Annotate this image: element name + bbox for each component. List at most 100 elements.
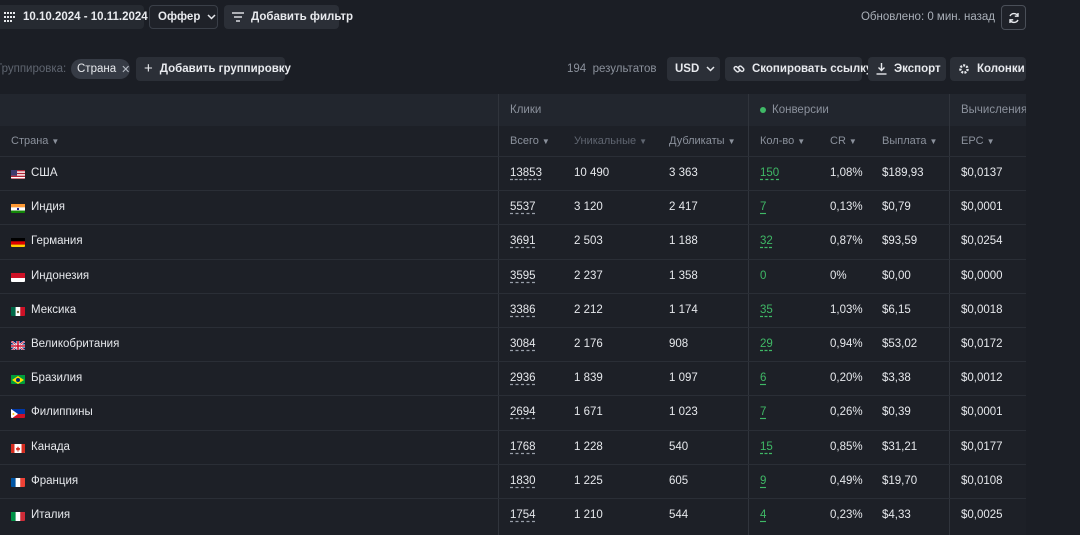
- clicks-duplicates-cell: 1 358: [669, 269, 698, 282]
- clicks-unique-cell: 2 237: [574, 269, 603, 282]
- table-row[interactable]: Германия 3691 2 503 1 188 32 0,87% $93,5…: [0, 224, 1026, 259]
- column-header-label: Уникальные: [574, 135, 637, 147]
- epc-cell: $0,0018: [961, 303, 1003, 316]
- conversions-count-link[interactable]: 32: [760, 235, 773, 248]
- add-grouping-button[interactable]: + Добавить группировку: [136, 57, 291, 81]
- clicks-total-link[interactable]: 5537: [510, 201, 536, 214]
- column-header-label: Дубликаты: [669, 135, 725, 147]
- columns-button[interactable]: Колонки: [950, 57, 1026, 81]
- filter-icon: [232, 12, 244, 22]
- clicks-total-link[interactable]: 3084: [510, 338, 536, 350]
- epc-cell: $0,0108: [961, 474, 1003, 487]
- conversions-count-link[interactable]: 35: [760, 303, 773, 316]
- table-row[interactable]: Индонезия 3595 2 237 1 358 0 0% $0,00 $0…: [0, 258, 1026, 294]
- sort-caret-icon: ▼: [848, 137, 857, 146]
- status-dot-icon: [760, 107, 766, 113]
- clicks-total-link[interactable]: 2936: [510, 372, 536, 385]
- close-icon[interactable]: ✕: [121, 63, 131, 76]
- chevron-down-icon: [207, 14, 216, 20]
- table-row[interactable]: Великобритания 3084 2 176 908 29 0,94% $…: [0, 327, 1026, 362]
- cr-cell: 0,23%: [830, 509, 863, 521]
- epc-cell: $0,0254: [961, 235, 1003, 248]
- clicks-total-link[interactable]: 3691: [510, 235, 536, 248]
- column-header-duplicates[interactable]: Дубликаты ▼: [669, 135, 735, 147]
- conversions-count-link[interactable]: 150: [760, 167, 780, 179]
- column-header-payout[interactable]: Выплата ▼: [882, 135, 937, 147]
- header-group-calcs: Вычисления: [950, 94, 1026, 126]
- column-header-count[interactable]: Кол-во ▼: [760, 135, 805, 147]
- conversions-count-link[interactable]: 4: [760, 509, 767, 521]
- column-header-cr[interactable]: CR ▼: [830, 135, 857, 147]
- conversions-count-link[interactable]: 7: [760, 201, 767, 214]
- table-row[interactable]: Филиппины 2694 1 671 1 023 7 0,26% $0,39…: [0, 395, 1026, 430]
- table-row[interactable]: Франция 1830 1 225 605 9 0,49% $19,70 $0…: [0, 463, 1026, 499]
- conversions-count-link[interactable]: 7: [760, 406, 767, 419]
- refresh-icon: [1008, 12, 1019, 23]
- clicks-total-link[interactable]: 1830: [510, 474, 536, 487]
- payout-cell: $3,38: [882, 372, 911, 385]
- sort-caret-icon: ▼: [541, 137, 550, 146]
- currency-dropdown[interactable]: USD: [667, 57, 720, 81]
- offer-filter-dropdown[interactable]: Оффер: [149, 5, 218, 29]
- clicks-unique-cell: 1 671: [574, 406, 603, 419]
- cr-cell: 0,87%: [830, 235, 863, 248]
- clicks-duplicates-cell: 1 188: [669, 235, 698, 248]
- it-flag-icon: [11, 511, 25, 521]
- date-range-button[interactable]: 10.10.2024 - 10.11.2024: [0, 5, 148, 29]
- epc-cell: $0,0177: [961, 440, 1003, 453]
- currency-label: USD: [675, 63, 700, 75]
- conversions-count-link[interactable]: 15: [760, 440, 773, 453]
- country-cell: Мексика: [31, 303, 77, 316]
- refresh-button[interactable]: [1001, 5, 1026, 30]
- column-header-total[interactable]: Всего ▼: [510, 135, 550, 147]
- table-row[interactable]: Индия 5537 3 120 2 417 7 0,13% $0,79 $0,…: [0, 190, 1026, 225]
- clicks-total-link[interactable]: 3386: [510, 303, 536, 316]
- calcs-group-label: Вычисления: [961, 104, 1026, 116]
- clicks-total-link[interactable]: 1768: [510, 440, 536, 453]
- conversions-count-link[interactable]: 29: [760, 338, 773, 350]
- column-header-epc[interactable]: EPC ▼: [961, 135, 995, 147]
- payout-cell: $53,02: [882, 338, 918, 350]
- clicks-duplicates-cell: 605: [669, 474, 689, 487]
- country-cell: Германия: [31, 235, 83, 248]
- country-cell: США: [31, 167, 58, 179]
- cr-cell: 0,85%: [830, 440, 863, 453]
- grouping-chip-label: Страна: [77, 63, 117, 75]
- grouping-label: Группировка:: [0, 63, 67, 75]
- cr-cell: 1,03%: [830, 303, 863, 316]
- plus-icon: +: [144, 60, 153, 77]
- column-header-country[interactable]: Страна ▼: [11, 135, 59, 147]
- column-header-unique[interactable]: Уникальные ▼: [574, 135, 647, 147]
- country-cell: Бразилия: [31, 372, 83, 385]
- in-flag-icon: [11, 203, 25, 214]
- clicks-total-link[interactable]: 3595: [510, 269, 536, 282]
- cr-cell: 0,26%: [830, 406, 863, 419]
- add-filter-button[interactable]: Добавить фильтр: [224, 5, 353, 29]
- cr-cell: 0,49%: [830, 474, 863, 487]
- conversions-count-link[interactable]: 9: [760, 474, 767, 487]
- clicks-duplicates-cell: 2 417: [669, 201, 698, 214]
- header-group-country: [0, 94, 499, 126]
- divider: [949, 94, 950, 535]
- table-row[interactable]: Италия 1754 1 210 544 4 0,23% $4,33 $0,0…: [0, 498, 1026, 533]
- header-group-conversions: Конверсии: [749, 94, 950, 126]
- clicks-total-link[interactable]: 2694: [510, 406, 536, 419]
- payout-cell: $93,59: [882, 235, 918, 248]
- columns-label: Колонки: [977, 63, 1025, 75]
- table-row[interactable]: Бразилия 2936 1 839 1 097 6 0,20% $3,38 …: [0, 361, 1026, 396]
- mx-flag-icon: [11, 306, 25, 316]
- clicks-total-link[interactable]: 1754: [510, 509, 536, 521]
- country-cell: Индонезия: [31, 269, 90, 282]
- grouping-chip-country[interactable]: Страна ✕: [71, 59, 130, 79]
- clicks-total-link[interactable]: 13853: [510, 167, 542, 179]
- copy-link-button[interactable]: Скопировать ссылку: [725, 57, 872, 81]
- export-label: Экспорт: [894, 63, 941, 75]
- epc-cell: $0,0172: [961, 338, 1003, 350]
- gb-flag-icon: [11, 340, 25, 350]
- table-row[interactable]: США 13853 10 490 3 363 150 1,08% $189,93…: [0, 156, 1026, 191]
- table-row[interactable]: Мексика 3386 2 212 1 174 35 1,03% $6,15 …: [0, 292, 1026, 328]
- clicks-duplicates-cell: 1 174: [669, 303, 698, 316]
- export-button[interactable]: Экспорт: [868, 57, 946, 81]
- conversions-count-link[interactable]: 6: [760, 372, 767, 385]
- table-row[interactable]: Канада 1768 1 228 540 15 0,85% $31,21 $0…: [0, 429, 1026, 465]
